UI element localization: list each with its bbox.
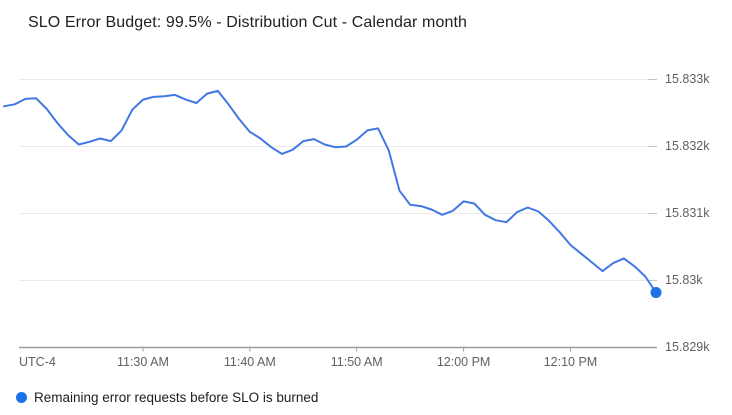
y-tick-label: 15.829k: [665, 340, 710, 354]
timezone-label: UTC-4: [19, 355, 56, 369]
series-line-remaining-error-requests[interactable]: [3, 89, 657, 294]
y-tick-label: 15.83k: [665, 273, 703, 287]
x-tick-label: 12:10 PM: [543, 355, 598, 369]
chart-title: SLO Error Budget: 99.5% - Distribution C…: [28, 14, 467, 31]
x-tick-label: 11:50 AM: [330, 355, 383, 369]
y-tick-label: 15.831k: [665, 206, 710, 220]
x-tick-label: 11:30 AM: [116, 355, 169, 369]
series-endpoint-dot[interactable]: [650, 287, 662, 299]
legend-series-label: Remaining error requests before SLO is b…: [34, 389, 319, 405]
y-tick-label: 15.832k: [665, 139, 710, 153]
y-tick-label: 15.833k: [665, 72, 710, 86]
x-tick-label: 12:00 PM: [436, 355, 491, 369]
legend: Remaining error requests before SLO is b…: [16, 388, 318, 406]
x-tick-label: 11:40 AM: [223, 355, 276, 369]
legend-series-dot-icon: [16, 391, 27, 403]
